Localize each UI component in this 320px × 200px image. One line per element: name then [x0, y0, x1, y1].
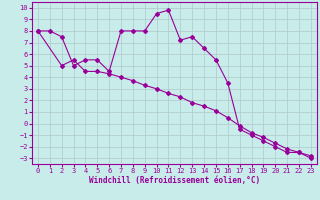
X-axis label: Windchill (Refroidissement éolien,°C): Windchill (Refroidissement éolien,°C) — [89, 176, 260, 185]
